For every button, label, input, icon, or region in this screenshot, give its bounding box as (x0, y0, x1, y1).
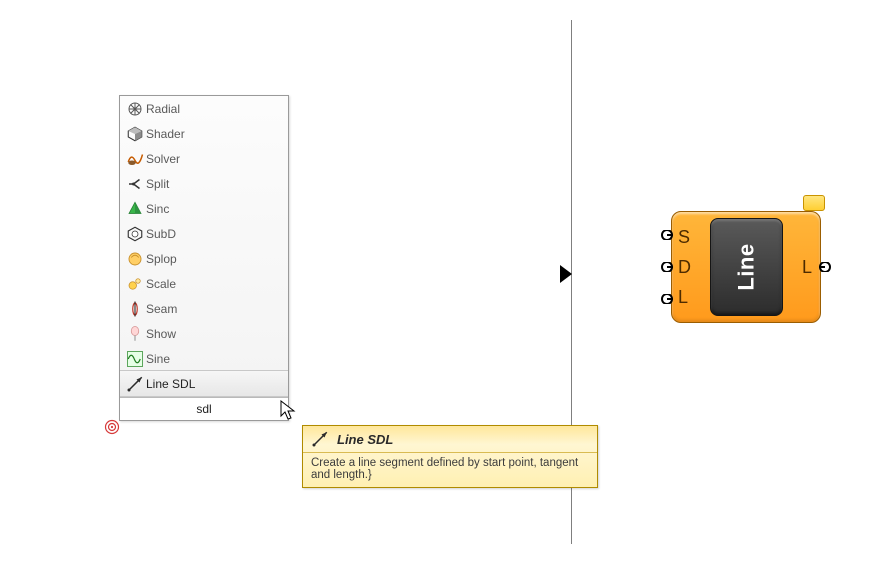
component-tooltip: Line SDL Create a line segment defined b… (302, 425, 598, 488)
search-input-wrap (120, 397, 288, 420)
menu-item-label: Split (146, 177, 169, 191)
seam-icon (124, 300, 146, 318)
menu-item-label: Scale (146, 277, 176, 291)
splop-icon (124, 250, 146, 268)
menu-item-split[interactable]: Split (120, 171, 288, 196)
component-body[interactable]: S D L L Line (671, 211, 821, 323)
linesdl-icon (311, 430, 329, 448)
output-grip-l[interactable] (819, 262, 831, 272)
menu-item-solver[interactable]: Solver (120, 146, 288, 171)
tooltip-description: Create a line segment defined by start p… (303, 453, 597, 487)
linesdl-icon (124, 375, 146, 393)
menu-item-label: Sine (146, 352, 170, 366)
menu-item-label: Splop (146, 252, 177, 266)
menu-item-linesdl[interactable]: Line SDL (120, 370, 288, 397)
tooltip-title: Line SDL (337, 432, 393, 447)
menu-item-shader[interactable]: Shader (120, 121, 288, 146)
menu-item-sinc[interactable]: Sinc (120, 196, 288, 221)
input-label-d: D (678, 258, 691, 276)
input-labels: S D L (678, 212, 691, 322)
split-icon (124, 175, 146, 193)
component-search-menu: Radial Shader Solver Split Sinc SubD Splop Scal… (119, 95, 289, 421)
menu-item-subd[interactable]: SubD (120, 221, 288, 246)
input-grip-d[interactable] (661, 262, 673, 272)
subd-icon (124, 225, 146, 243)
menu-item-label: Shader (146, 127, 185, 141)
menu-item-label: SubD (146, 227, 176, 241)
menu-item-label: Seam (146, 302, 177, 316)
input-label-l: L (678, 288, 691, 306)
canvas-divider-grip[interactable] (560, 265, 572, 283)
component-core[interactable]: Line (710, 218, 783, 316)
target-icon (104, 419, 120, 435)
input-label-s: S (678, 228, 691, 246)
component-warning-badge[interactable] (803, 195, 825, 211)
sinc-icon (124, 200, 146, 218)
solver-icon (124, 150, 146, 168)
menu-item-splop[interactable]: Splop (120, 246, 288, 271)
menu-item-show[interactable]: Show (120, 321, 288, 346)
menu-item-label: Radial (146, 102, 180, 116)
scale-icon (124, 275, 146, 293)
output-labels: L (802, 212, 812, 322)
search-input[interactable] (120, 401, 288, 417)
input-grip-l[interactable] (661, 294, 673, 304)
menu-item-label: Show (146, 327, 176, 341)
shader-icon (124, 125, 146, 143)
menu-item-label: Solver (146, 152, 180, 166)
output-label-l: L (802, 258, 812, 276)
show-icon (124, 325, 146, 343)
menu-item-label: Line SDL (146, 377, 195, 391)
line-component[interactable]: S D L L Line (671, 211, 821, 323)
radial-icon (124, 100, 146, 118)
menu-item-scale[interactable]: Scale (120, 271, 288, 296)
sine-icon (124, 350, 146, 368)
menu-item-sine[interactable]: Sine (120, 346, 288, 371)
input-grip-s[interactable] (661, 230, 673, 240)
menu-item-radial[interactable]: Radial (120, 96, 288, 121)
menu-item-seam[interactable]: Seam (120, 296, 288, 321)
component-name: Line (733, 243, 759, 290)
menu-item-label: Sinc (146, 202, 169, 216)
